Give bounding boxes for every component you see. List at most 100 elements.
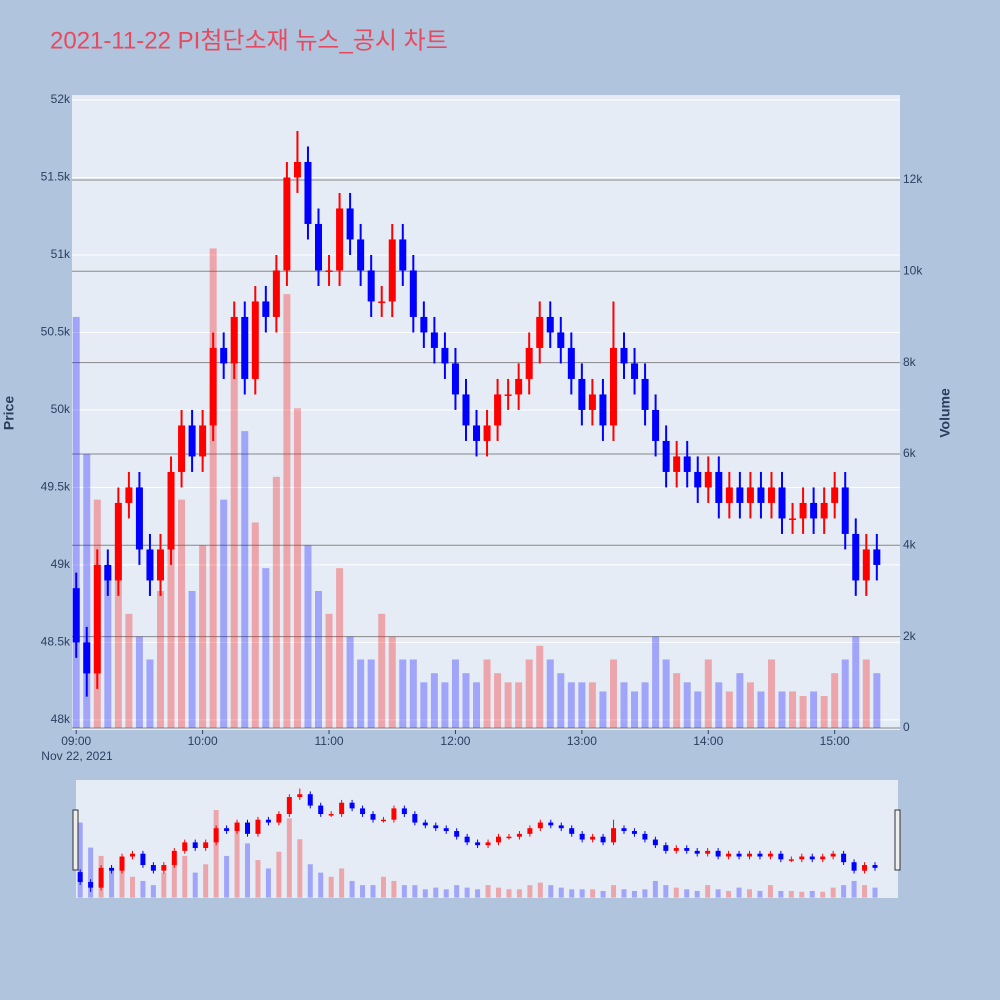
volume-bar	[599, 691, 607, 728]
slider-volume-bar	[464, 887, 470, 898]
y-tick-label: 48k	[51, 712, 71, 726]
slider-volume-bar	[475, 889, 481, 898]
slider-candle-body	[140, 853, 146, 866]
slider-candle-body	[443, 828, 449, 832]
candle-body	[315, 223, 323, 271]
candle-body	[483, 425, 491, 441]
volume-bar	[862, 659, 870, 728]
volume-bar	[114, 545, 122, 728]
volume-bar	[441, 682, 449, 728]
slider-volume-bar	[454, 885, 460, 898]
slider-volume-bar	[820, 891, 826, 898]
slider-volume-bar	[213, 810, 219, 898]
date-label: Nov 22, 2021	[41, 749, 113, 763]
candle-body	[588, 394, 596, 410]
slider-volume-bar	[77, 822, 83, 898]
slider-candle-body	[726, 853, 732, 857]
range-slider[interactable]	[76, 780, 898, 898]
slider-handle[interactable]	[894, 809, 901, 871]
candle-body	[346, 208, 354, 240]
candle-body	[156, 549, 164, 581]
candle-body	[767, 487, 775, 503]
slider-candle-body	[464, 836, 470, 843]
volume-bar	[483, 659, 491, 728]
slider-candle-body	[799, 856, 805, 860]
candle-body	[715, 471, 723, 503]
slider-volume-bar	[611, 885, 617, 898]
y2-tick-label: 6k	[903, 446, 917, 460]
volume-bar	[567, 682, 575, 728]
slider-volume-bar	[286, 818, 292, 898]
volume-bar	[641, 682, 649, 728]
candle-body	[83, 642, 91, 674]
y2-tick-label: 0	[903, 720, 910, 734]
slider-candle-body	[182, 842, 188, 851]
candle-body	[388, 239, 396, 302]
y2-tick-label: 12k	[903, 172, 923, 186]
candle-body	[241, 316, 249, 379]
x-tick-label: 15:00	[820, 734, 850, 748]
candle-body	[725, 487, 733, 503]
slider-volume-bar	[443, 889, 449, 898]
y-tick-label: 48.5k	[41, 635, 71, 649]
slider-volume-bar	[590, 889, 596, 898]
candle-body	[251, 301, 259, 379]
slider-volume-bar	[171, 860, 177, 898]
candle-body	[810, 502, 818, 519]
slider-candle-body	[548, 822, 554, 826]
slider-candle-body	[788, 859, 794, 861]
slider-volume-bar	[245, 843, 251, 898]
slider-candle-body	[391, 808, 397, 820]
slider-candle-body	[652, 839, 658, 846]
slider-volume-bar	[558, 887, 564, 898]
volume-bar	[199, 545, 207, 728]
slider-volume-bar	[527, 885, 533, 898]
candle-body	[367, 270, 375, 302]
volume-bar	[146, 659, 154, 728]
slider-volume-bar	[485, 885, 491, 898]
slider-volume-bar	[851, 880, 857, 898]
slider-volume-bar	[746, 889, 752, 898]
y-tick-label: 50k	[51, 402, 71, 416]
volume-bar	[462, 673, 470, 728]
slider-candle-body	[224, 828, 230, 832]
candle-body	[852, 533, 860, 581]
candle-body	[704, 471, 712, 488]
y2-tick-label: 4k	[903, 537, 917, 551]
slider-volume-bar	[109, 868, 115, 898]
volume-bar	[241, 431, 249, 728]
candle-body	[652, 409, 660, 441]
slider-volume-bar	[297, 839, 303, 898]
volume-bar	[83, 453, 91, 728]
volume-bar	[72, 316, 80, 728]
slider-candle-body	[203, 842, 209, 849]
candle-body	[293, 161, 301, 178]
slider-handle[interactable]	[72, 809, 79, 871]
volume-bar	[409, 659, 417, 728]
volume-bar	[767, 659, 775, 728]
slider-volume-bar	[862, 885, 868, 898]
slider-candle-body	[862, 865, 868, 871]
volume-bar	[736, 673, 744, 728]
slider-candle-body	[77, 872, 83, 883]
slider-candle-body	[129, 853, 135, 857]
slider-candle-body	[746, 853, 752, 857]
volume-bar	[662, 659, 670, 728]
slider-volume-bar	[872, 887, 878, 898]
slider-volume-bar	[433, 887, 439, 898]
slider-volume-bar	[192, 872, 198, 898]
slider-volume-bar	[391, 880, 397, 898]
volume-bar	[831, 673, 839, 728]
slider-volume-bar	[203, 864, 209, 898]
slider-volume-bar	[265, 868, 271, 898]
volume-bar	[399, 659, 407, 728]
slider-volume-bar	[328, 876, 334, 898]
candle-body	[736, 487, 744, 503]
slider-candle-body	[109, 867, 115, 871]
candle-body	[873, 549, 881, 565]
volume-bar	[135, 636, 143, 728]
y-tick-label: 51k	[51, 247, 71, 261]
candle-body	[93, 564, 101, 674]
volume-bar	[251, 522, 259, 728]
slider-candle-body	[475, 842, 481, 846]
